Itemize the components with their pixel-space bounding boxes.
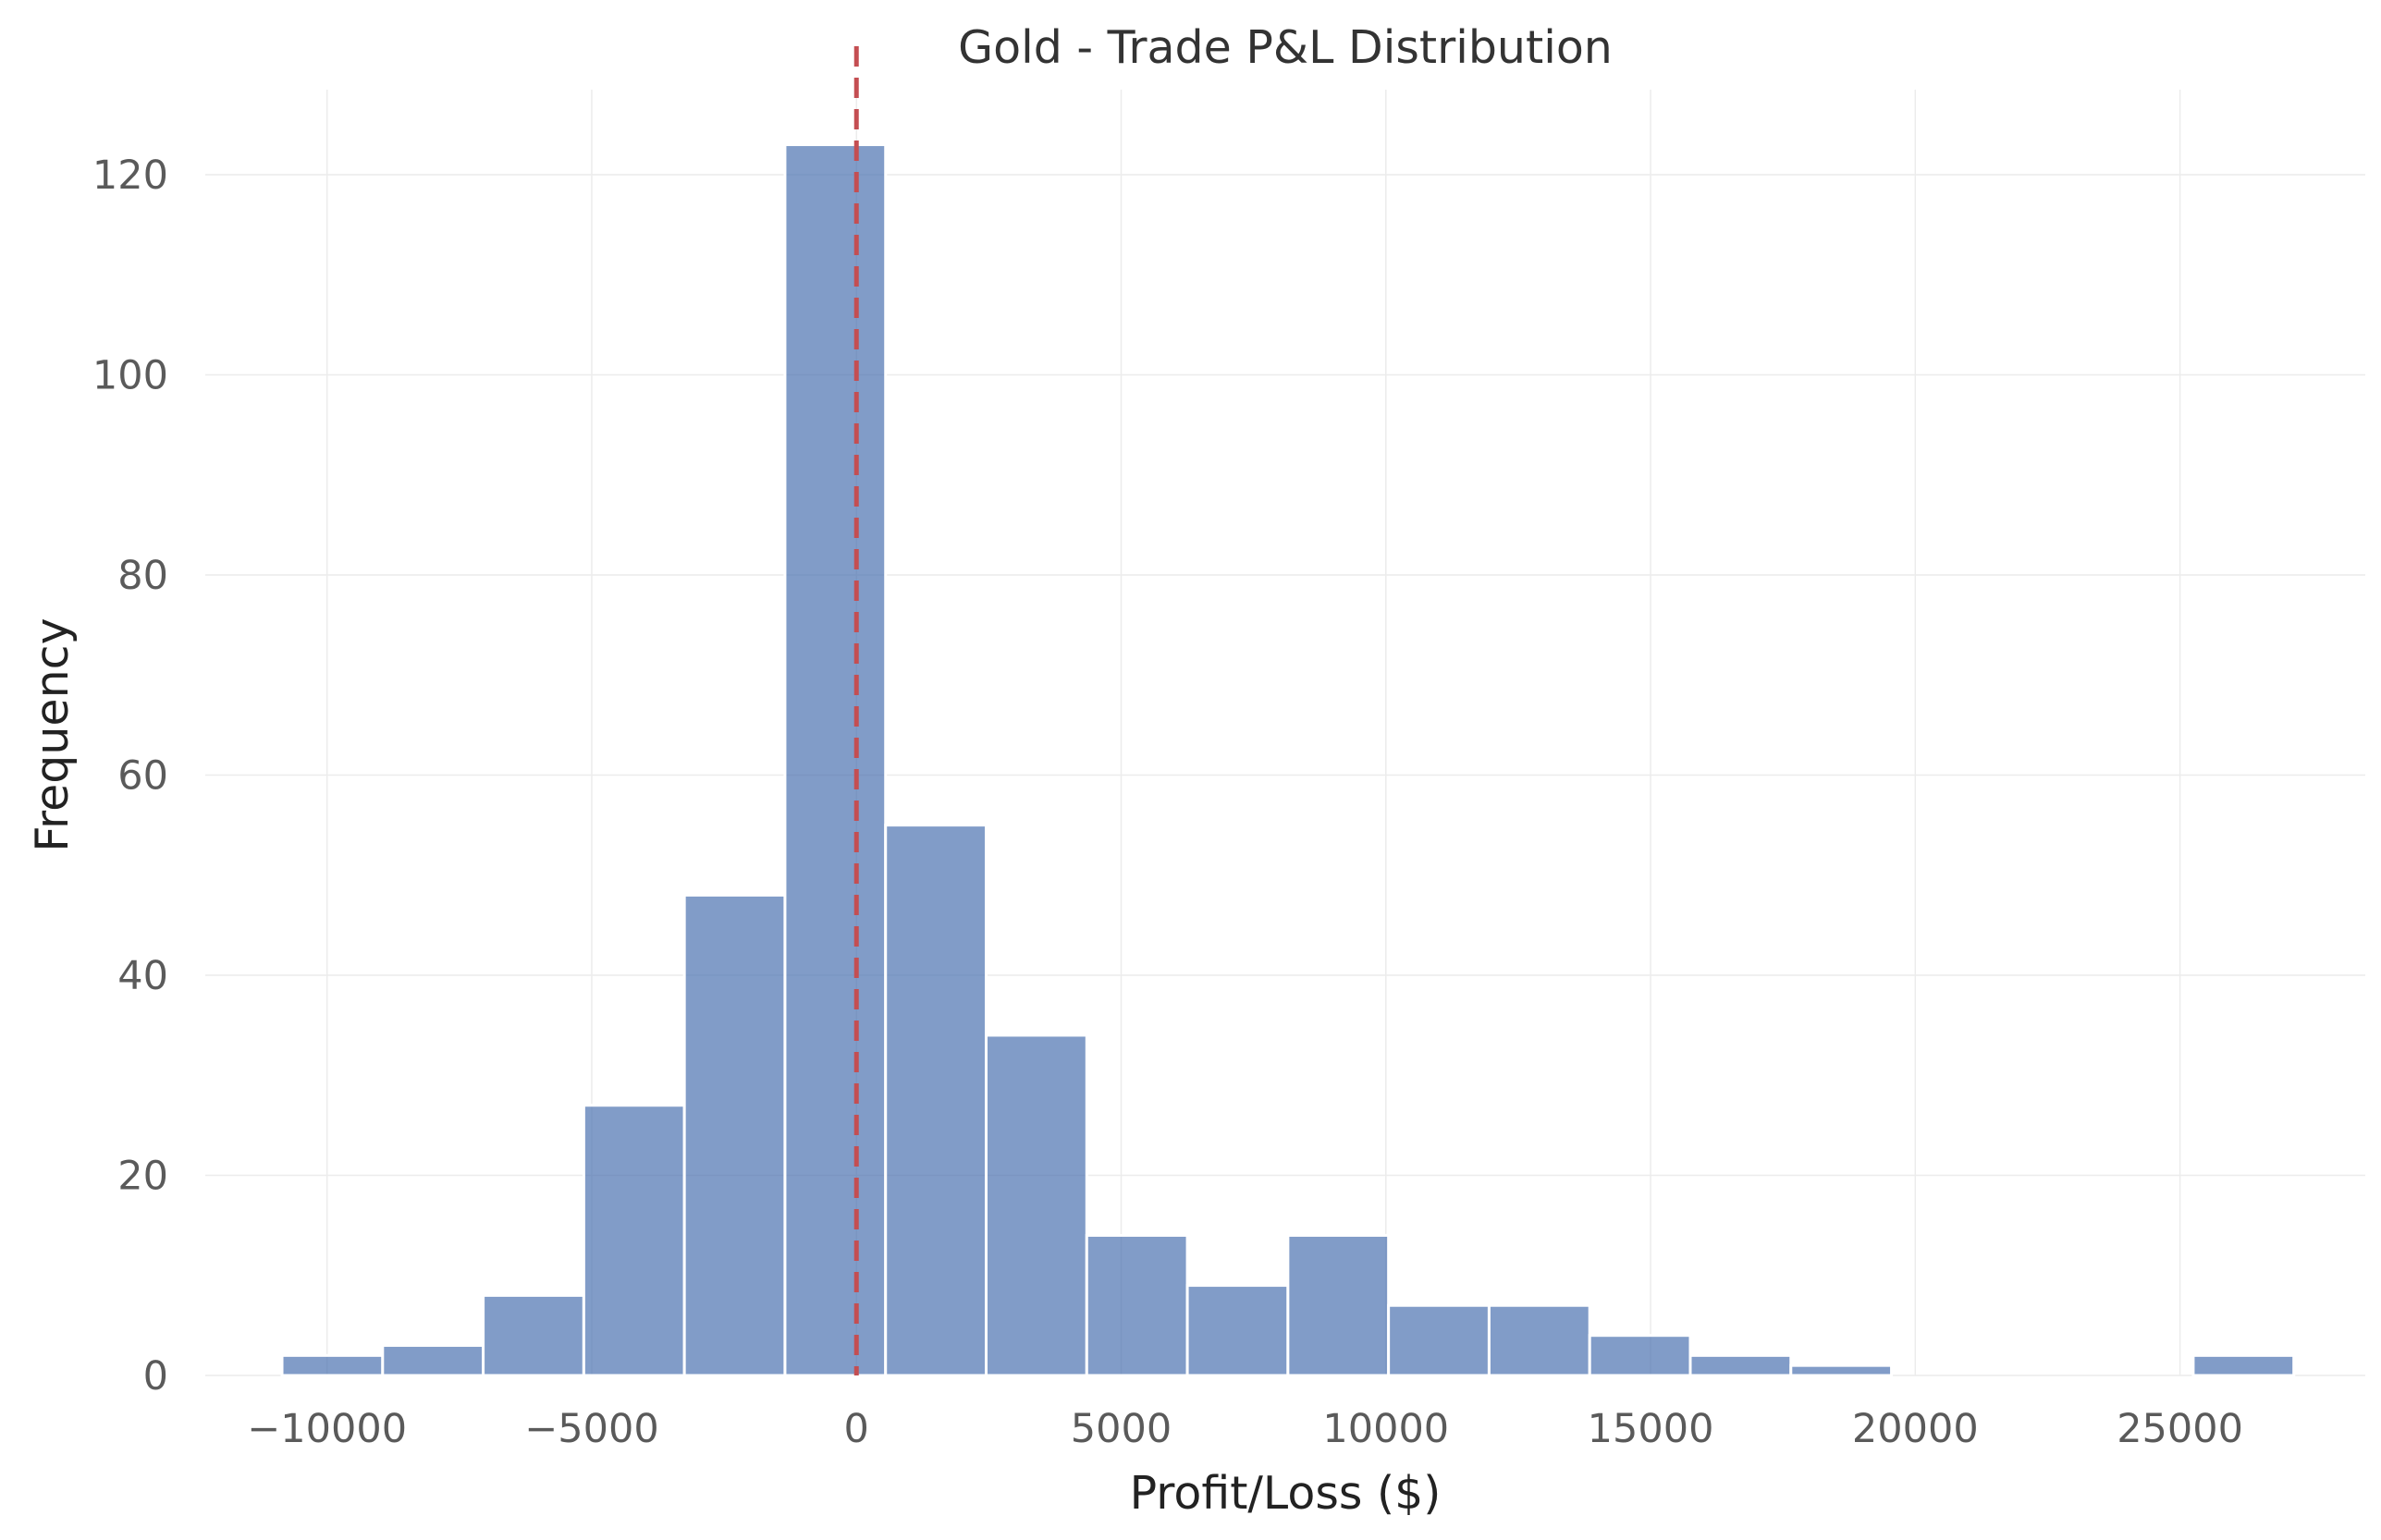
histogram-bar-6 — [884, 824, 988, 1377]
y-tick-label-0: 0 — [143, 1353, 168, 1399]
histogram-bar-14 — [1688, 1353, 1793, 1377]
histogram-bar-9 — [1185, 1284, 1290, 1377]
histogram-bar-0 — [280, 1353, 385, 1377]
histogram-bar-19 — [2191, 1353, 2296, 1377]
y-axis-label: Frequency — [26, 617, 79, 851]
y-tick-label-3: 60 — [117, 753, 168, 800]
x-tick-label-3: 5000 — [1071, 1406, 1172, 1452]
y-axis-ticks: 0 20 40 60 80 100 120 — [92, 153, 168, 1399]
histogram-bar-15 — [1789, 1363, 1894, 1377]
chart-title: Gold - Trade P&L Distribution — [958, 21, 1613, 74]
x-tick-label-7: 25000 — [2117, 1406, 2243, 1452]
y-tick-label-2: 40 — [117, 953, 168, 999]
histogram-bar-8 — [1085, 1233, 1189, 1377]
histogram-bar-12 — [1487, 1303, 1591, 1377]
gridlines — [205, 90, 2365, 1376]
histogram-bar-7 — [985, 1033, 1088, 1377]
y-tick-label-6: 120 — [92, 153, 168, 199]
x-axis-label: Profit/Loss ($) — [1130, 1467, 1442, 1520]
histogram-bar-4 — [682, 893, 787, 1377]
histogram-bar-2 — [482, 1293, 585, 1377]
histogram-bars — [280, 143, 2296, 1377]
histogram-bar-11 — [1387, 1303, 1491, 1377]
x-tick-label-5: 15000 — [1588, 1406, 1714, 1452]
histogram-bar-3 — [582, 1104, 686, 1377]
histogram-bar-10 — [1286, 1233, 1391, 1377]
y-tick-label-1: 20 — [117, 1154, 168, 1200]
histogram-bar-13 — [1588, 1334, 1692, 1377]
y-tick-label-4: 80 — [117, 553, 168, 599]
x-tick-label-6: 20000 — [1852, 1406, 1979, 1452]
histogram-bar-5 — [783, 143, 888, 1377]
histogram-bar-1 — [381, 1344, 485, 1377]
x-tick-label-2: 0 — [844, 1406, 869, 1452]
x-tick-label-1: −5000 — [524, 1406, 658, 1452]
x-tick-label-4: 10000 — [1322, 1406, 1449, 1452]
y-tick-label-5: 100 — [92, 353, 168, 399]
x-axis-ticks: −10000 −5000 0 5000 10000 15000 20000 25000 — [247, 1406, 2243, 1452]
x-tick-label-0: −10000 — [247, 1406, 407, 1452]
